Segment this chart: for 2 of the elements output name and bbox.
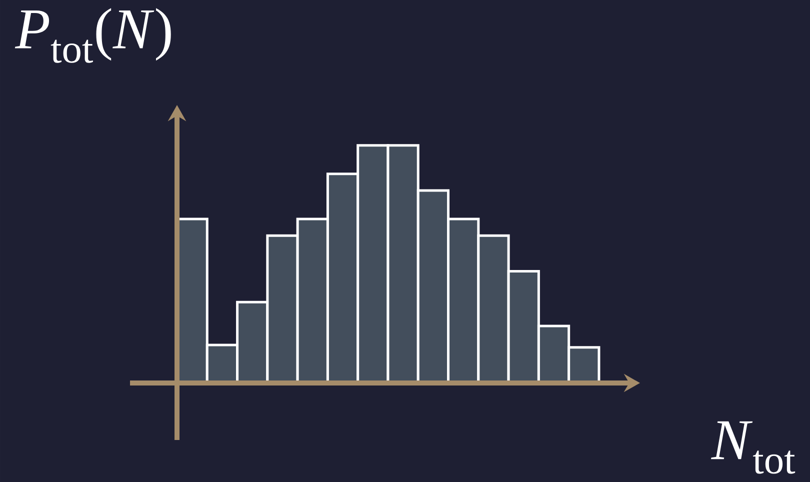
x-axis-title: N$_{tot}$ (710, 421, 796, 474)
y-axis-title: P$_{tot}$(N) (14, 8, 171, 63)
